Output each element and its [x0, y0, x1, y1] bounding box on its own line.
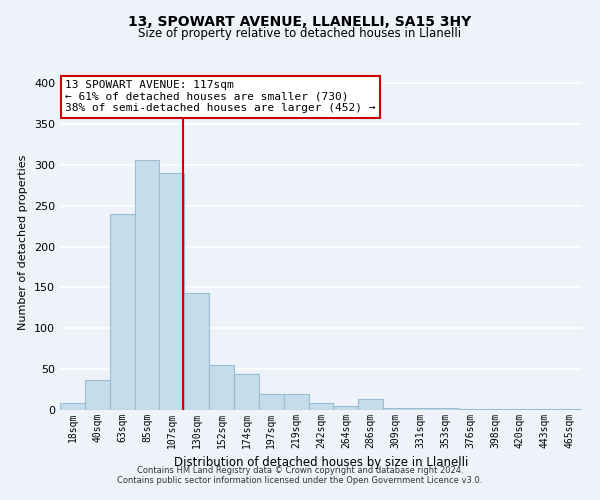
Bar — [508, 409, 532, 410]
Bar — [458, 409, 482, 410]
Bar — [209, 365, 234, 410]
Text: Size of property relative to detached houses in Llanelli: Size of property relative to detached ho… — [139, 28, 461, 40]
Bar — [134, 160, 160, 410]
Bar — [110, 214, 134, 410]
Bar — [482, 409, 508, 410]
Bar — [85, 380, 110, 410]
Bar — [234, 374, 259, 410]
Bar — [334, 406, 358, 410]
Text: 13 SPOWART AVENUE: 117sqm
← 61% of detached houses are smaller (730)
38% of semi: 13 SPOWART AVENUE: 117sqm ← 61% of detac… — [65, 80, 376, 113]
Text: 13, SPOWART AVENUE, LLANELLI, SA15 3HY: 13, SPOWART AVENUE, LLANELLI, SA15 3HY — [128, 15, 472, 29]
Bar — [284, 394, 308, 410]
Bar — [60, 404, 85, 410]
Text: Contains HM Land Registry data © Crown copyright and database right 2024.
Contai: Contains HM Land Registry data © Crown c… — [118, 466, 482, 485]
Bar — [532, 409, 557, 410]
Bar — [184, 293, 209, 410]
Bar — [383, 408, 408, 410]
Y-axis label: Number of detached properties: Number of detached properties — [19, 155, 28, 330]
Bar — [259, 394, 284, 410]
Bar — [408, 408, 433, 410]
Bar — [557, 409, 582, 410]
Bar — [308, 402, 334, 410]
Bar — [433, 408, 458, 410]
Bar — [160, 173, 184, 410]
Bar — [358, 400, 383, 410]
X-axis label: Distribution of detached houses by size in Llanelli: Distribution of detached houses by size … — [174, 456, 468, 469]
